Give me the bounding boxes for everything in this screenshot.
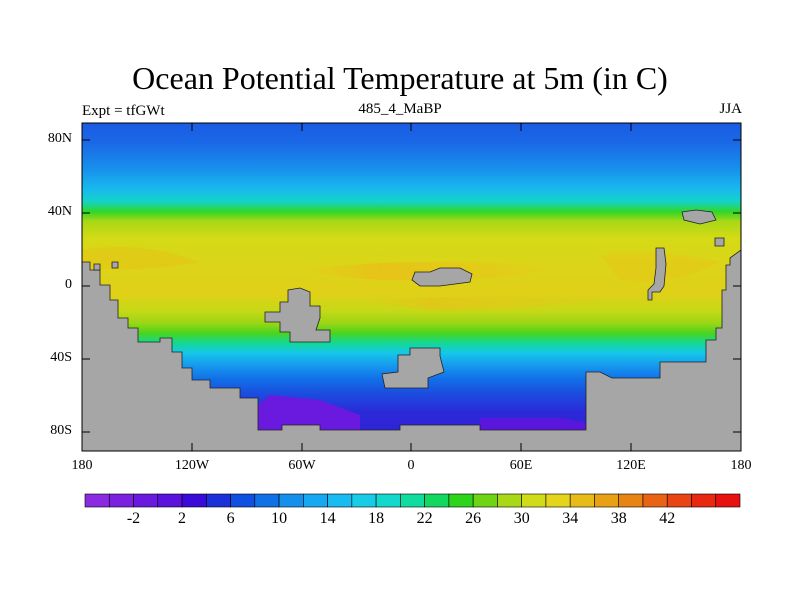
- time-label: 485_4_MaBP: [358, 101, 442, 117]
- x-label-120e: 120E: [616, 458, 646, 473]
- x-label-0: 0: [407, 458, 415, 473]
- colorbar-swatch: [133, 493, 159, 508]
- colorbar-label: 14: [319, 510, 336, 527]
- colorbar-swatch: [569, 493, 595, 508]
- x-label-60w: 60W: [288, 458, 316, 473]
- colorbar-swatch: [666, 493, 692, 508]
- y-label-40n: 40N: [47, 204, 72, 219]
- experiment-label: Expt = tfGWt: [82, 103, 165, 119]
- y-label-0: 0: [65, 277, 72, 292]
- colorbar-swatch: [715, 493, 741, 508]
- land-block-equatorial: [411, 267, 473, 287]
- cold-water-west: [258, 395, 360, 432]
- plot-title: Ocean Potential Temperature at 5m (in C): [132, 60, 668, 96]
- colorbar-label: 42: [659, 510, 676, 527]
- colorbar-swatch: [618, 493, 644, 508]
- colorbar-swatch: [642, 493, 668, 508]
- colorbar-swatch: [375, 493, 401, 508]
- colorbar-swatch: [303, 493, 328, 508]
- colorbar-swatch: [545, 493, 571, 508]
- warm-streak-north: [300, 261, 560, 281]
- colorbar-label: 26: [465, 510, 482, 527]
- colorbar-swatch: [327, 493, 353, 508]
- y-label-40s: 40S: [50, 350, 72, 365]
- y-label-80s: 80S: [50, 423, 72, 438]
- x-label-180-left: 180: [71, 458, 93, 473]
- colorbar-label: 38: [610, 510, 627, 527]
- y-label-80n: 80N: [47, 131, 72, 146]
- colorbar-label: 34: [562, 510, 579, 527]
- colorbar-label: 6: [226, 510, 235, 527]
- x-label-120w: 120W: [174, 458, 210, 473]
- colorbar-label: 22: [416, 510, 433, 527]
- colorbar-swatch: [181, 493, 207, 508]
- season-label: JJA: [719, 101, 742, 117]
- colorbar-swatch: [594, 493, 620, 508]
- land-block-south-atlantic: [381, 347, 445, 389]
- colorbar: [84, 493, 741, 508]
- colorbar-swatch: [278, 493, 304, 508]
- colorbar-label: 2: [178, 510, 186, 527]
- axis-ticks: [82, 123, 741, 451]
- southern-continent: [82, 249, 741, 451]
- map-area: [82, 123, 741, 451]
- colorbar-swatch: [157, 493, 183, 508]
- x-label-180-right: 180: [730, 458, 752, 473]
- colorbar-swatch: [424, 493, 450, 508]
- colorbar-swatch: [521, 493, 547, 508]
- colorbar-swatch: [400, 493, 425, 508]
- land-strip-east: [647, 247, 667, 301]
- land-islet-2: [111, 261, 119, 269]
- colorbar-swatch: [351, 493, 377, 508]
- colorbar-label: 30: [513, 510, 530, 527]
- land-block-central: [264, 287, 331, 343]
- colorbar-swatch: [108, 493, 134, 508]
- warm-streak-south: [360, 296, 600, 311]
- land-block-north-east: [681, 209, 717, 225]
- colorbar-swatch: [206, 493, 231, 508]
- land-islet-1: [714, 237, 725, 247]
- x-label-60e: 60E: [509, 458, 533, 473]
- colorbar-swatch: [497, 493, 522, 508]
- colorbar-swatch: [230, 493, 256, 508]
- colorbar-swatch: [472, 493, 498, 508]
- land-islet-3: [93, 263, 101, 271]
- colorbar-label: -2: [126, 510, 141, 527]
- colorbar-swatch: [84, 493, 110, 508]
- warm-patch-west: [82, 246, 200, 270]
- colorbar-swatch: [448, 493, 474, 508]
- colorbar-label: 18: [368, 510, 385, 527]
- colorbar-swatch: [691, 493, 717, 508]
- colorbar-swatch: [254, 493, 280, 508]
- colorbar-label: 10: [271, 510, 288, 527]
- land-masses: [82, 209, 741, 451]
